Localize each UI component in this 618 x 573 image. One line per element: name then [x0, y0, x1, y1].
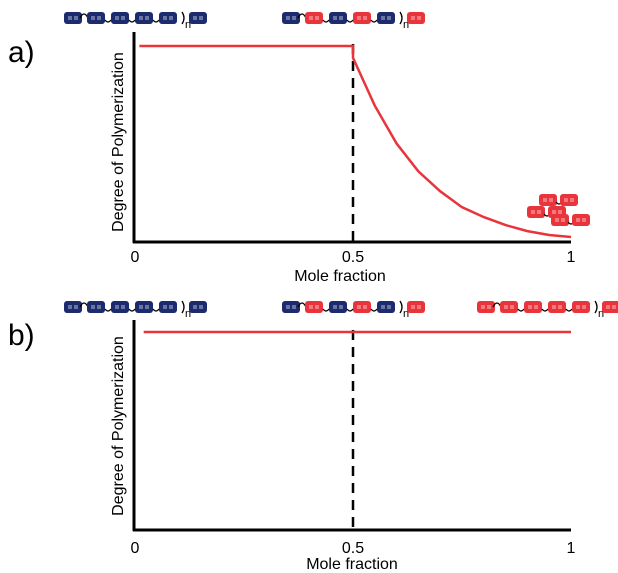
linker [541, 308, 549, 312]
repeat-unit [572, 301, 590, 313]
repeat-unit [87, 12, 105, 24]
end-group-left [64, 301, 82, 313]
repeat-unit [159, 301, 177, 313]
monomer-unit [527, 206, 545, 218]
repeat-unit [524, 301, 542, 313]
monomer [551, 214, 590, 226]
x-axis-label-b: Mole fraction [306, 556, 398, 573]
subscript-n: n [185, 19, 191, 31]
end-group-left [477, 301, 495, 313]
monomer-unit [560, 194, 578, 206]
linker [128, 308, 136, 312]
end-group-right [189, 301, 207, 313]
repeat-unit [329, 301, 347, 313]
repeat-unit [329, 12, 347, 24]
linker [152, 19, 160, 23]
panel-label-a: a) [8, 36, 35, 69]
linker [104, 308, 112, 312]
x-tick-a-2: 1 [567, 249, 576, 266]
x-tick-b-1: 0.5 [342, 540, 364, 557]
linker [104, 19, 112, 23]
structure-homopolymer-blue: n [64, 11, 207, 31]
repeat-unit [111, 301, 129, 313]
linker [370, 308, 378, 312]
linker [152, 308, 160, 312]
linker [322, 19, 330, 23]
bracket-close [399, 11, 403, 25]
repeat-unit [377, 12, 395, 24]
bracket-close [181, 300, 185, 314]
monomer-unit [539, 194, 557, 206]
monomer [539, 194, 578, 206]
repeat-unit [377, 301, 395, 313]
linker [370, 19, 378, 23]
series-line-a [139, 44, 572, 239]
end-group-right [602, 301, 618, 313]
y-axis-label-b: Degree of Polymerization [110, 336, 127, 516]
bracket-close [594, 300, 598, 314]
monomer-unit [572, 214, 590, 226]
y-axis-label-a: Degree of Polymerization [110, 52, 127, 232]
structure-homopolymer-red: n [477, 300, 618, 320]
subscript-n: n [598, 308, 604, 320]
repeat-unit [353, 12, 371, 24]
structure-alternating-copolymer: n [282, 300, 425, 320]
linker [565, 308, 573, 312]
x-tick-a-1: 0.5 [342, 249, 364, 266]
x-tick-b-0: 0 [131, 540, 140, 557]
monomer-cluster [527, 194, 590, 226]
structure-homopolymer-blue: n [64, 300, 207, 320]
structure-alternating-copolymer: n [282, 11, 425, 31]
repeat-unit [305, 12, 323, 24]
linker [322, 308, 330, 312]
linker [128, 19, 136, 23]
linker [346, 308, 354, 312]
subscript-n: n [185, 308, 191, 320]
repeat-unit [159, 12, 177, 24]
end-group-right [189, 12, 207, 24]
repeat-unit [548, 301, 566, 313]
repeat-unit [87, 301, 105, 313]
end-group-right [407, 301, 425, 313]
repeat-unit [111, 12, 129, 24]
linker [346, 19, 354, 23]
repeat-unit [500, 301, 518, 313]
end-group-left [64, 12, 82, 24]
end-group-left [282, 301, 300, 313]
repeat-unit [305, 301, 323, 313]
bracket-close [399, 300, 403, 314]
bracket-close [181, 11, 185, 25]
panel-b: b) n n n 0 0.5 1 Mole fraction Degree of P… [8, 300, 618, 573]
repeat-unit [135, 12, 153, 24]
monomer-unit [551, 214, 569, 226]
panel-label-b: b) [8, 319, 35, 352]
x-axis-label-a: Mole fraction [294, 268, 386, 285]
repeat-unit [135, 301, 153, 313]
x-tick-b-2: 1 [567, 540, 576, 557]
repeat-unit [353, 301, 371, 313]
x-tick-a-0: 0 [131, 249, 140, 266]
end-group-right [407, 12, 425, 24]
linker [517, 308, 525, 312]
subscript-n: n [403, 19, 409, 31]
subscript-n: n [403, 308, 409, 320]
end-group-left [282, 12, 300, 24]
